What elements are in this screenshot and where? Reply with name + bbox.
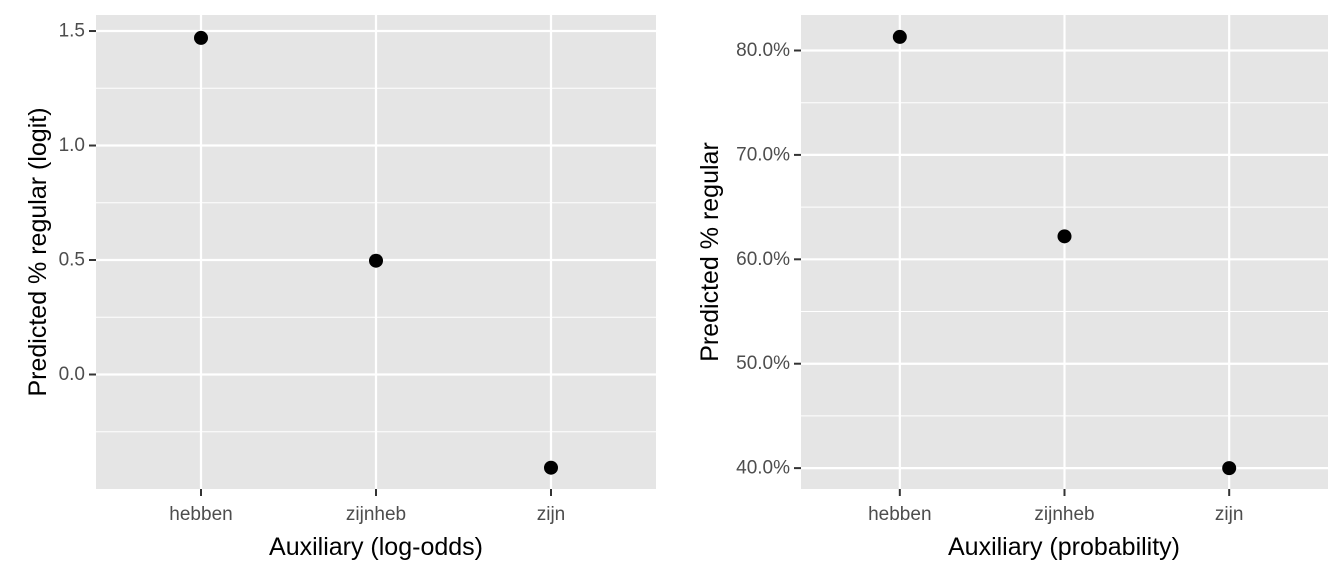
chart-1-y-axis-title: Predicted % regular (logit)	[24, 107, 52, 396]
chart-1-y-tick-label: 0.0	[59, 364, 85, 385]
chart-1-x-tick-label: hebben	[169, 504, 232, 525]
chart-2-x-tick-label: zijn	[1215, 504, 1244, 525]
chart-2-x-tick-label: hebben	[868, 504, 931, 525]
chart-2-x-axis-title: Auxiliary (probability)	[948, 533, 1180, 561]
chart-2-y-tick-label: 60.0%	[736, 249, 790, 270]
chart-1-y-tick-label: 0.5	[59, 250, 85, 271]
chart-1-x-tick-label: zijnheb	[346, 504, 406, 525]
chart-1-x-axis-title: Auxiliary (log-odds)	[269, 533, 483, 561]
chart-1-data-point	[544, 460, 558, 475]
chart-2-data-point	[1222, 461, 1237, 476]
chart-2-y-tick-label: 50.0%	[736, 353, 790, 374]
chart-1-y-tick-label: 1.5	[59, 21, 85, 42]
chart-1-data-point	[194, 30, 208, 45]
chart-2-y-tick-label: 80.0%	[736, 40, 790, 61]
chart-2-y-tick-label: 70.0%	[736, 144, 790, 165]
chart-2-x-tick-label: zijnheb	[1034, 504, 1094, 525]
chart-1-x-tick-label: zijn	[537, 504, 566, 525]
chart-2-data-point	[1057, 229, 1072, 244]
chart-2-data-point	[892, 29, 907, 44]
chart-2-y-axis-title: Predicted % regular	[696, 142, 724, 362]
chart-1-y-tick-label: 1.0	[59, 135, 85, 156]
chart-1-data-point	[369, 253, 383, 268]
chart-2-y-tick-label: 40.0%	[736, 458, 790, 479]
